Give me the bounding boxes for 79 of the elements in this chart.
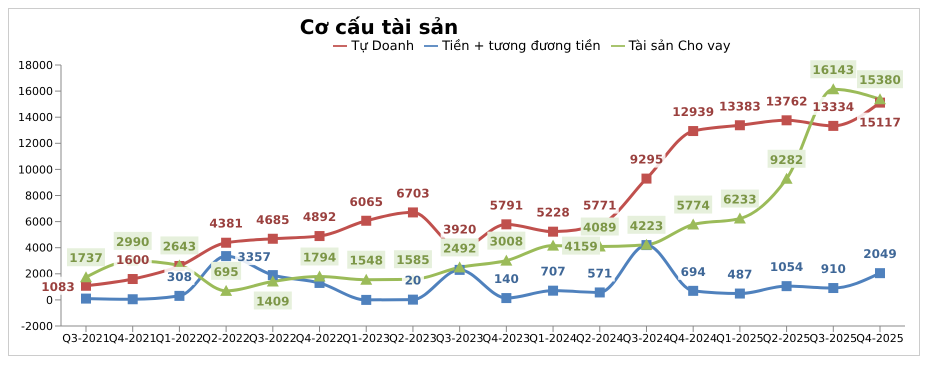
x-tick-label: Q1-2022 bbox=[156, 332, 204, 345]
data-label: 5791 bbox=[490, 198, 524, 212]
x-tick-label: Q3-2022 bbox=[249, 332, 297, 345]
data-label: 694 bbox=[680, 264, 706, 279]
data-label: 3008 bbox=[490, 234, 524, 249]
x-tick-label: Q4-2024 bbox=[669, 332, 717, 345]
data-label: 571 bbox=[587, 266, 612, 280]
data-label: 9282 bbox=[770, 152, 804, 167]
data-label: 1585 bbox=[396, 253, 430, 268]
x-tick-label: Q4-2023 bbox=[482, 332, 530, 345]
data-label: 15117 bbox=[859, 116, 901, 130]
chart-title: Cơ cấu tài sản bbox=[298, 15, 460, 39]
y-tick-label: -2000 bbox=[21, 320, 53, 333]
data-label: 13762 bbox=[766, 94, 808, 108]
x-tick-label: Q1-2025 bbox=[716, 332, 764, 345]
y-tick-label: 0 bbox=[46, 294, 53, 307]
data-label: 1548 bbox=[350, 254, 383, 268]
y-tick-label: 10000 bbox=[18, 163, 53, 176]
data-label: 1737 bbox=[69, 251, 103, 266]
data-label: 2643 bbox=[162, 239, 196, 254]
data-label: 4089 bbox=[583, 220, 616, 235]
data-label: 695 bbox=[214, 264, 239, 279]
y-tick-label: 18000 bbox=[18, 58, 53, 72]
data-label: 1409 bbox=[256, 294, 290, 309]
data-label: 6065 bbox=[350, 194, 383, 209]
data-label: 2049 bbox=[863, 247, 897, 262]
data-label: 9295 bbox=[630, 152, 664, 167]
data-label: 4892 bbox=[302, 210, 336, 224]
data-label: 308 bbox=[166, 270, 192, 284]
x-tick-label: Q1-2024 bbox=[529, 332, 577, 345]
data-label: 5228 bbox=[536, 206, 570, 220]
data-label: 20 bbox=[404, 274, 422, 288]
data-label: 2492 bbox=[442, 241, 476, 256]
data-label: 910 bbox=[820, 262, 846, 276]
x-tick-label: Q4-2025 bbox=[856, 332, 904, 345]
x-tick-label: Q3-2021 bbox=[62, 332, 110, 345]
data-label: 6703 bbox=[396, 186, 430, 200]
data-label: 1600 bbox=[116, 253, 150, 268]
legend-label: Tài sản Cho vay bbox=[628, 39, 731, 54]
x-tick-label: Q2-2024 bbox=[576, 332, 624, 345]
x-tick-label: Q3-2023 bbox=[436, 332, 484, 345]
y-tick-label: 2000 bbox=[25, 268, 53, 281]
legend-label: Tiền + tương đương tiền bbox=[442, 39, 601, 54]
data-label: 4381 bbox=[209, 216, 243, 231]
data-label: 12939 bbox=[672, 105, 714, 120]
data-label: 1794 bbox=[302, 250, 336, 264]
data-label: 3920 bbox=[442, 222, 476, 237]
y-tick-label: 8000 bbox=[25, 189, 53, 202]
data-label: 487 bbox=[727, 268, 752, 282]
data-label: 707 bbox=[540, 264, 566, 279]
x-tick-label: Q4-2022 bbox=[296, 332, 344, 345]
data-label: 1083 bbox=[41, 280, 75, 294]
y-tick-label: 4000 bbox=[25, 242, 53, 255]
data-label: 16143 bbox=[812, 63, 854, 78]
data-label: 4223 bbox=[630, 218, 664, 233]
x-tick-label: Q3-2025 bbox=[809, 332, 858, 345]
data-label: 4685 bbox=[256, 212, 290, 227]
x-tick-label: Q3-2024 bbox=[622, 332, 670, 345]
data-label: 13334 bbox=[812, 100, 854, 114]
x-tick-label: Q2-2023 bbox=[389, 332, 437, 345]
data-label: 4159 bbox=[564, 240, 598, 254]
data-label: 3357 bbox=[237, 250, 271, 264]
x-tick-label: Q1-2023 bbox=[342, 332, 390, 345]
y-tick-label: 14000 bbox=[18, 111, 53, 124]
data-label: 2990 bbox=[116, 234, 150, 249]
y-tick-label: 12000 bbox=[18, 137, 53, 150]
data-label: 5771 bbox=[583, 198, 616, 213]
data-label: 1054 bbox=[770, 260, 804, 274]
data-label: 13383 bbox=[719, 99, 761, 114]
data-label: 5774 bbox=[676, 198, 710, 213]
y-tick-label: 16000 bbox=[18, 85, 53, 98]
legend-label: Tự Doanh bbox=[351, 39, 414, 54]
data-label: 6233 bbox=[723, 192, 757, 207]
x-tick-label: Q2-2022 bbox=[202, 332, 250, 345]
y-tick-label: 6000 bbox=[25, 216, 53, 229]
data-label: 15380 bbox=[859, 73, 901, 88]
data-label: 140 bbox=[494, 272, 519, 286]
x-tick-label: Q4-2021 bbox=[108, 332, 157, 345]
x-tick-label: Q2-2025 bbox=[762, 332, 810, 345]
